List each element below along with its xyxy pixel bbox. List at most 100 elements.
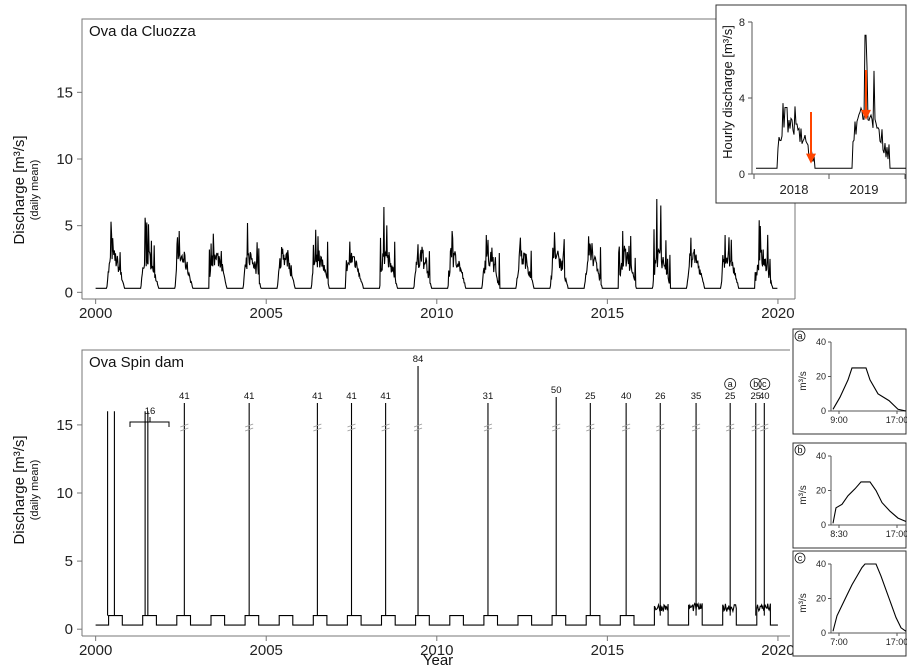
bottom-y-tick-label: 15 bbox=[56, 417, 73, 434]
top-y-ticks: 0 5 10 15 bbox=[56, 84, 82, 301]
peak-tag-circle bbox=[724, 378, 737, 390]
bottom-y-tick-label: 10 bbox=[56, 485, 73, 502]
top-y-tick-label: 15 bbox=[56, 84, 73, 101]
small-inset-y-tick-label: 20 bbox=[816, 372, 826, 382]
small-insets: a 0 20 40 m³/s 9:00 17:00 b 0 20 40 m³/s 8:30 17:00 c 0… bbox=[792, 328, 907, 657]
inset-x-tick-label: 2018 bbox=[780, 182, 809, 197]
small-inset-y-label: m³/s bbox=[798, 371, 809, 390]
peak-break-mark bbox=[313, 423, 322, 428]
small-inset-y-tick-label: 40 bbox=[816, 559, 826, 569]
top-y-tick-label: 10 bbox=[56, 151, 73, 168]
top-y-label-main: Discharge [m³/s] bbox=[11, 135, 28, 244]
bottom-x-ticks: 2000 2005 2010 2015 2020 bbox=[79, 636, 795, 659]
inset-y-tick-label: 4 bbox=[739, 93, 745, 105]
flushing-peak-label: 41 bbox=[312, 391, 323, 402]
small-inset-frame bbox=[792, 442, 907, 549]
small-inset-tag-circle bbox=[794, 444, 806, 456]
top-panel-frame bbox=[81, 18, 796, 299]
small-inset-x-tick-label: 17:00 bbox=[886, 415, 907, 425]
small-inset-a: a 0 20 40 m³/s 9:00 17:00 bbox=[792, 328, 907, 435]
flushing-peak-label: 25 bbox=[725, 391, 736, 402]
flushing-peak-label: 41 bbox=[346, 391, 357, 402]
flushing-peak-label: 25 bbox=[585, 391, 596, 402]
peak-break-mark bbox=[245, 427, 254, 432]
peak-break-mark bbox=[245, 423, 254, 428]
bottom-panel: Ova Spin dam 0 5 10 15 2000 2005 2010 2015 2020… bbox=[11, 349, 795, 669]
bottom-x-tick-label: 2005 bbox=[250, 642, 283, 659]
peak-tag-letter: c bbox=[762, 379, 767, 389]
peak-break-mark bbox=[381, 423, 390, 428]
small-inset-frame bbox=[792, 550, 907, 657]
top-inset: 0 4 8 2018 2019 Hourly discharge [m³/s] bbox=[715, 4, 907, 204]
small-inset-x-tick-label: 9:00 bbox=[830, 415, 848, 425]
top-discharge-series bbox=[95, 198, 778, 289]
top-x-tick-label: 2020 bbox=[761, 305, 794, 322]
peak-break-mark bbox=[691, 427, 701, 432]
bottom-y-label-main: Discharge [m³/s] bbox=[11, 435, 28, 544]
top-inset-x-ticks: 2018 2019 bbox=[753, 174, 906, 197]
top-x-tick-label: 2010 bbox=[420, 305, 453, 322]
peak-break-mark bbox=[751, 423, 760, 428]
flushing-peak-label: 40 bbox=[759, 391, 770, 402]
small-inset-x-tick-label: 7:00 bbox=[830, 637, 848, 647]
peak-break-mark bbox=[760, 423, 769, 428]
small-inset-hydrograph bbox=[832, 367, 907, 412]
bottom-y-label: Discharge [m³/s] (daily mean) bbox=[11, 435, 41, 544]
peak-break-mark bbox=[656, 427, 665, 432]
peak-break-mark bbox=[726, 427, 735, 432]
peak-break-mark bbox=[347, 423, 356, 428]
top-inset-y-ticks: 0 4 8 bbox=[739, 17, 752, 181]
peak-break-mark bbox=[180, 423, 189, 428]
top-x-tick-label: 2015 bbox=[591, 305, 624, 322]
peak-break-mark bbox=[656, 423, 665, 428]
flushing-peak-label: 41 bbox=[179, 391, 190, 402]
peak-break-mark bbox=[691, 423, 701, 428]
peak-break-mark bbox=[586, 427, 595, 432]
inset-arrow-head bbox=[806, 153, 816, 164]
small-inset-x-tick-label: 17:00 bbox=[886, 529, 907, 539]
bottom-bracket: 16 bbox=[129, 406, 170, 427]
small-inset-y-label: m³/s bbox=[798, 485, 809, 504]
bottom-x-tick-label: 2000 bbox=[79, 642, 112, 659]
small-inset-x-tick-label: 17:00 bbox=[886, 637, 907, 647]
small-inset-y-tick-label: 20 bbox=[816, 594, 826, 604]
small-inset-x-tick-label: 8:30 bbox=[830, 529, 848, 539]
top-y-tick-label: 5 bbox=[65, 218, 73, 235]
top-inset-y-label: Hourly discharge [m³/s] bbox=[720, 25, 735, 159]
small-inset-y-tick-label: 40 bbox=[816, 451, 826, 461]
small-inset-frame bbox=[792, 328, 907, 435]
peak-break-mark bbox=[552, 427, 561, 432]
peak-tag-letter: b bbox=[753, 379, 758, 389]
flushing-peak-label: 84 bbox=[413, 354, 424, 365]
bottom-x-tick-label: 2015 bbox=[591, 642, 624, 659]
peak-break-mark bbox=[552, 423, 561, 428]
small-inset-hydrograph bbox=[832, 563, 907, 632]
small-inset-y-tick-label: 40 bbox=[816, 337, 826, 347]
peak-break-mark bbox=[751, 427, 760, 432]
peak-break-mark bbox=[621, 427, 631, 432]
peak-break-mark bbox=[621, 423, 631, 428]
flushing-peak-label: 26 bbox=[655, 391, 666, 402]
peak-tag-letter: a bbox=[728, 379, 733, 389]
bottom-y-ticks: 0 5 10 15 bbox=[56, 417, 82, 638]
small-inset-y-tick-label: 0 bbox=[821, 628, 826, 638]
peak-break-mark bbox=[347, 427, 356, 432]
top-x-tick-label: 2000 bbox=[79, 305, 112, 322]
peak-break-mark bbox=[586, 423, 595, 428]
flushing-peak-label: 41 bbox=[380, 391, 391, 402]
small-inset-tag-circle bbox=[794, 552, 806, 564]
top-y-label: Discharge [m³/s] (daily mean) bbox=[11, 135, 41, 244]
small-inset-hydrograph bbox=[832, 481, 907, 524]
flushing-peak-label: 50 bbox=[551, 385, 562, 396]
peak-tag-circle bbox=[749, 378, 762, 390]
peak-break-mark bbox=[413, 423, 423, 428]
flushing-peak-label: 31 bbox=[483, 391, 494, 402]
top-inset-arrows bbox=[806, 70, 871, 164]
small-inset-tag-letter: b bbox=[797, 445, 802, 455]
peak-break-mark bbox=[760, 427, 769, 432]
peak-break-mark bbox=[180, 427, 189, 432]
top-x-tick-label: 2005 bbox=[250, 305, 283, 322]
